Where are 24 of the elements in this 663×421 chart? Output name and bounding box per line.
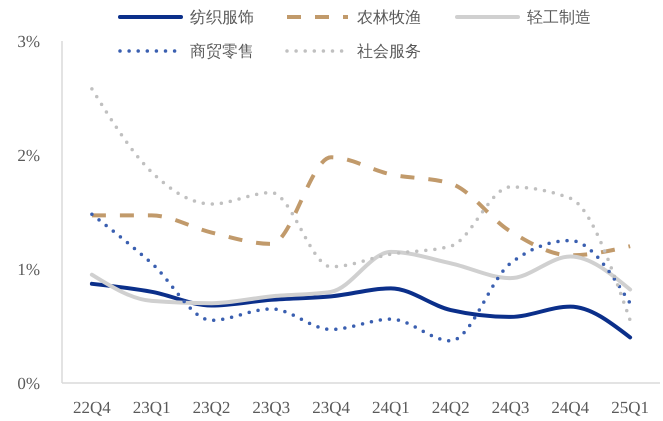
x-tick-label: 23Q3 xyxy=(252,398,290,417)
y-tick-label: 2% xyxy=(17,146,40,165)
line-series xyxy=(90,212,632,343)
line-series xyxy=(90,87,632,322)
y-tick-label: 0% xyxy=(17,374,40,393)
y-tick-label: 3% xyxy=(17,32,40,51)
y-tick-label: 1% xyxy=(17,260,40,279)
legend-label: 纺织服饰 xyxy=(190,8,254,27)
x-tick-label: 24Q2 xyxy=(432,398,470,417)
line-series xyxy=(90,250,632,306)
legend-label: 商贸零售 xyxy=(190,42,254,61)
x-tick-label: 22Q4 xyxy=(73,398,112,417)
x-tick-label: 24Q1 xyxy=(372,398,410,417)
legend-label: 社会服务 xyxy=(357,42,421,61)
line-series xyxy=(90,155,632,258)
x-tick-label: 24Q4 xyxy=(551,398,590,417)
legend-label: 轻工制造 xyxy=(527,8,591,27)
line-series xyxy=(90,282,632,340)
legend-label: 农林牧渔 xyxy=(357,8,421,27)
x-tick-label: 24Q3 xyxy=(492,398,530,417)
x-tick-label: 23Q4 xyxy=(312,398,350,417)
x-tick-label: 23Q1 xyxy=(132,398,171,417)
x-tick-label: 23Q2 xyxy=(192,398,230,417)
x-tick-label: 25Q1 xyxy=(611,398,649,417)
